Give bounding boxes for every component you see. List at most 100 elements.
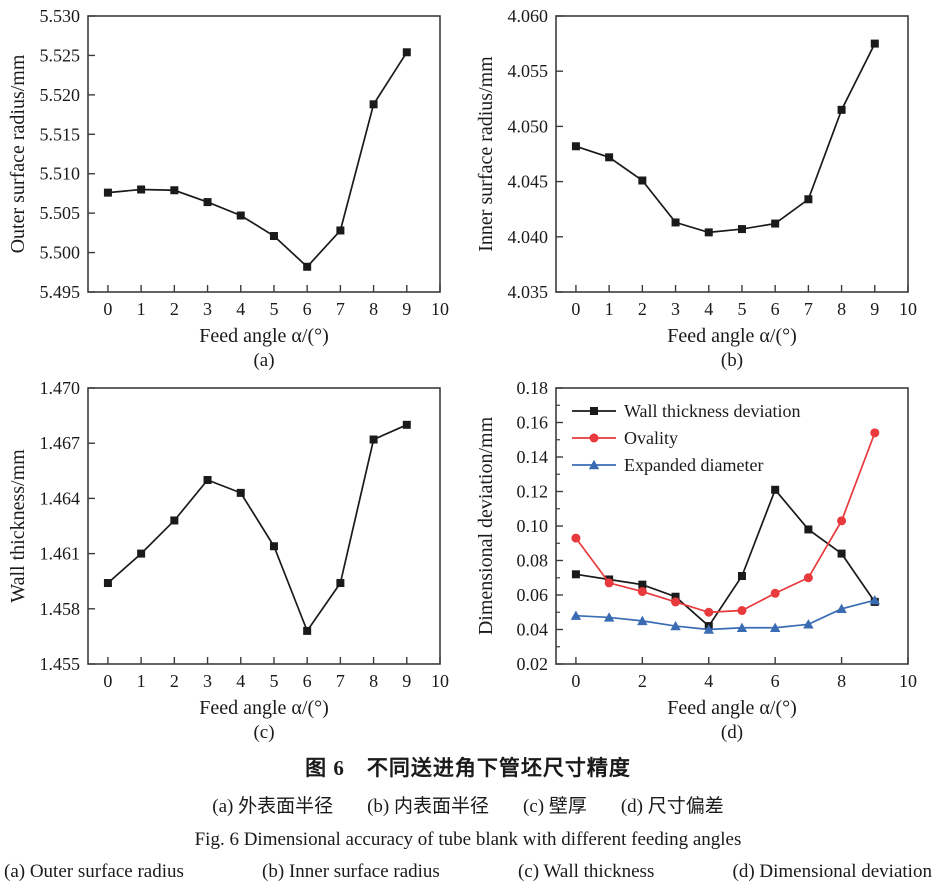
plot-frame xyxy=(87,387,441,665)
x-axis-label: Feed angle α/(°) xyxy=(667,325,797,347)
svg-text:10: 10 xyxy=(899,671,917,691)
svg-text:6: 6 xyxy=(303,671,312,691)
panel-label: (a) xyxy=(253,350,274,371)
svg-text:2: 2 xyxy=(170,671,179,691)
y-axis-label: Inner surface radius/mm xyxy=(475,56,497,252)
caption-cn-sub-c: (c) 壁厚 xyxy=(523,796,587,817)
svg-text:3: 3 xyxy=(203,299,212,319)
caption-en-title: Fig. 6 Dimensional accuracy of tube blan… xyxy=(194,829,742,850)
plot-frame xyxy=(555,15,909,293)
series-wall-thickness-deviation xyxy=(571,485,879,631)
svg-text:2: 2 xyxy=(638,299,647,319)
svg-text:10: 10 xyxy=(431,299,449,319)
plot-frame xyxy=(555,387,909,665)
svg-text:5.510: 5.510 xyxy=(40,164,81,184)
svg-text:7: 7 xyxy=(804,299,813,319)
svg-text:1.458: 1.458 xyxy=(40,599,81,619)
svg-text:1: 1 xyxy=(137,299,146,319)
svg-text:6: 6 xyxy=(771,299,780,319)
svg-text:3: 3 xyxy=(671,299,680,319)
svg-text:0.08: 0.08 xyxy=(517,551,549,571)
legend-label: Wall thickness deviation xyxy=(624,401,801,421)
svg-text:5.525: 5.525 xyxy=(40,45,81,65)
svg-text:8: 8 xyxy=(837,299,846,319)
legend: Wall thickness deviation Ovality Expanded … xyxy=(572,401,801,475)
legend-label: Ovality xyxy=(624,428,678,448)
svg-text:0.16: 0.16 xyxy=(517,413,549,433)
svg-text:4.055: 4.055 xyxy=(508,61,549,81)
caption-cn-title: 图 6 不同送进角下管坯尺寸精度 xyxy=(305,756,631,780)
svg-text:9: 9 xyxy=(402,299,411,319)
svg-text:4.045: 4.045 xyxy=(508,172,549,192)
svg-text:2: 2 xyxy=(638,671,647,691)
svg-text:4: 4 xyxy=(236,299,245,319)
svg-text:8: 8 xyxy=(369,671,378,691)
svg-text:4.040: 4.040 xyxy=(508,227,549,247)
panel-label: (b) xyxy=(721,350,743,371)
svg-text:5.515: 5.515 xyxy=(40,124,81,144)
svg-text:5.500: 5.500 xyxy=(40,243,81,263)
x-axis: 0 2 4 6 8 10 xyxy=(571,657,917,691)
svg-text:4.035: 4.035 xyxy=(508,282,549,302)
svg-text:1: 1 xyxy=(605,299,614,319)
svg-text:3: 3 xyxy=(203,671,212,691)
svg-text:1: 1 xyxy=(137,671,146,691)
panel-label: (c) xyxy=(253,722,274,743)
y-axis-label: Wall thickness/mm xyxy=(7,449,29,603)
series-expanded-diameter xyxy=(570,594,880,634)
svg-text:4: 4 xyxy=(236,671,245,691)
svg-text:7: 7 xyxy=(336,671,345,691)
svg-text:4.060: 4.060 xyxy=(508,6,549,26)
x-axis-label: Feed angle α/(°) xyxy=(199,697,329,719)
svg-text:0: 0 xyxy=(103,671,112,691)
caption-en-sub-d: (d) Dimensional deviation xyxy=(732,861,932,882)
svg-text:4.050: 4.050 xyxy=(508,116,549,136)
x-axis-label: Feed angle α/(°) xyxy=(667,697,797,719)
svg-text:8: 8 xyxy=(837,671,846,691)
panel-label: (d) xyxy=(721,722,743,743)
caption-cn-subcaptions: (a) 外表面半径 (b) 内表面半径 (c) 壁厚 (d) 尺寸偏差 xyxy=(0,791,936,818)
svg-text:5.530: 5.530 xyxy=(40,6,81,26)
chart-svg-b: 0 1 2 3 4 5 6 7 8 9 104.0354.0404.0454.0504.0554.0… xyxy=(475,6,917,371)
svg-text:1.455: 1.455 xyxy=(40,654,81,674)
caption-en-sub-c: (c) Wall thickness xyxy=(517,861,655,882)
svg-text:0: 0 xyxy=(103,299,112,319)
x-axis-label: Feed angle α/(°) xyxy=(199,325,329,347)
plot-frame xyxy=(87,15,441,293)
svg-text:1.464: 1.464 xyxy=(40,488,81,508)
svg-text:9: 9 xyxy=(870,299,879,319)
svg-text:0.02: 0.02 xyxy=(517,654,549,674)
caption-cn-sub-b: (b) 内表面半径 xyxy=(367,796,489,817)
svg-text:1.461: 1.461 xyxy=(40,544,81,564)
legend-label: Expanded diameter xyxy=(624,455,763,475)
svg-text:0.06: 0.06 xyxy=(517,585,549,605)
svg-text:5: 5 xyxy=(269,299,278,319)
y-axis-label: Dimensional deviation/mm xyxy=(475,416,497,635)
chart-svg-c: 0 1 2 3 4 5 6 7 8 9 101.4551.4581.4611.4641.4671.4… xyxy=(7,378,449,743)
series-outer-surface-radius xyxy=(103,48,411,271)
svg-text:0.12: 0.12 xyxy=(517,482,549,502)
svg-text:9: 9 xyxy=(402,671,411,691)
y-axis: 1.455 1.458 1.461 1.464 1.467 1.470 xyxy=(40,378,95,674)
chart-panel-b: 0 1 2 3 4 5 6 7 8 9 10 4.035 4.040 4.045 4.050 4.055 4.0… xyxy=(468,0,936,372)
svg-text:2: 2 xyxy=(170,299,179,319)
svg-text:6: 6 xyxy=(771,671,780,691)
y-axis-label: Outer surface radius/mm xyxy=(7,54,29,253)
y-axis: 5.495 5.500 5.505 5.510 5.515 5.520 5.525 5.530 xyxy=(40,6,95,302)
svg-text:8: 8 xyxy=(369,299,378,319)
chart-panel-d: 0 2 4 6 8 10 0.02 0.04 0.06 0.08 0.10 0.12 0.14 0.16 0… xyxy=(468,372,936,744)
series-inner-surface-radius xyxy=(571,39,879,237)
x-axis: 0 1 2 3 4 5 6 7 8 9 10 xyxy=(571,285,917,319)
chart-panel-c: 0 1 2 3 4 5 6 7 8 9 10 1.455 1.458 1.461 1.464 1.467 1.4… xyxy=(0,372,468,744)
svg-text:0.10: 0.10 xyxy=(517,516,549,536)
chart-svg-a: 0 1 2 3 4 5 6 7 8 9 10 5.495 5.500 5.505 5.510 5.515 5.5… xyxy=(7,6,449,371)
caption-en-sub-a: (a) Outer surface radius xyxy=(4,861,184,882)
svg-text:5: 5 xyxy=(737,299,746,319)
svg-text:0.18: 0.18 xyxy=(517,378,549,398)
svg-text:0: 0 xyxy=(571,671,580,691)
svg-text:10: 10 xyxy=(431,671,449,691)
svg-text:0.14: 0.14 xyxy=(517,447,549,467)
svg-text:4: 4 xyxy=(704,671,713,691)
svg-text:5.505: 5.505 xyxy=(40,203,81,223)
series-ovality xyxy=(571,428,880,617)
